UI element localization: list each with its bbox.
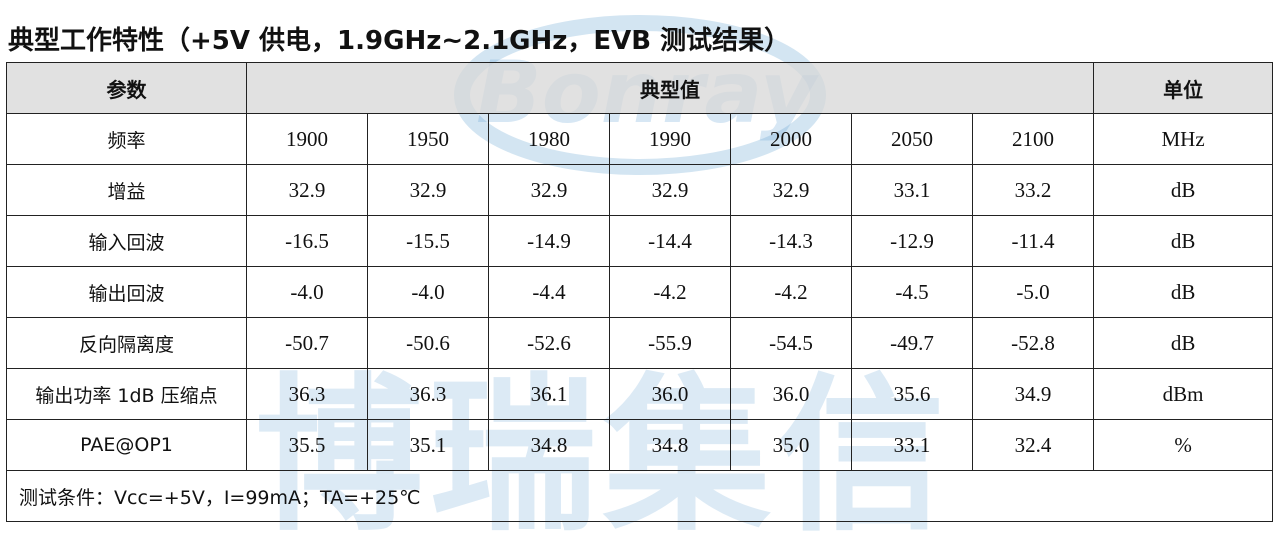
unit-cell: dBm [1093, 368, 1274, 420]
value-cell: -52.8 [971, 317, 1095, 369]
unit-cell: dB [1093, 266, 1274, 318]
value-cell: -55.9 [609, 317, 731, 369]
value-cell: -15.5 [367, 215, 489, 267]
value-cell: -11.4 [971, 215, 1095, 267]
value-cell: -14.3 [730, 215, 852, 267]
value-cell: 2100 [971, 113, 1095, 165]
unit-cell: dB [1093, 215, 1274, 267]
typical-characteristics-table: 参数 典型值 单位 频率 1900 1950 1980 1990 2000 2050 2100… [5, 62, 1274, 522]
table-row: 反向隔离度 -50.7 -50.6 -52.6 -55.9 -54.5 -49.7 -52.8… [6, 317, 1274, 369]
value-cell: -49.7 [851, 317, 973, 369]
value-cell: 32.9 [246, 164, 368, 216]
unit-cell: dB [1093, 164, 1274, 216]
value-cell: -4.0 [246, 266, 368, 318]
value-cell: -4.5 [851, 266, 973, 318]
value-cell: 34.8 [609, 419, 731, 471]
value-cell: 35.6 [851, 368, 973, 420]
value-cell: 36.3 [367, 368, 489, 420]
test-conditions-note: 测试条件：Vcc=+5V，I=99mA；TA=+25℃ [5, 470, 1274, 522]
value-cell: -16.5 [246, 215, 368, 267]
header-unit: 单位 [1093, 62, 1274, 114]
param-cell: 频率 [6, 113, 247, 165]
value-cell: -14.4 [609, 215, 731, 267]
param-cell: 增益 [6, 164, 247, 216]
page-title: 典型工作特性（+5V 供电，1.9GHz~2.1GHz，EVB 测试结果） [8, 26, 791, 56]
value-cell: 1980 [488, 113, 610, 165]
unit-cell: MHz [1093, 113, 1274, 165]
table-row: 输出功率 1dB 压缩点 36.3 36.3 36.1 36.0 36.0 35.6 34.9… [6, 368, 1274, 420]
value-cell: 33.1 [851, 419, 973, 471]
table-row: 输出回波 -4.0 -4.0 -4.4 -4.2 -4.2 -4.5 -5.0 dB [6, 266, 1274, 318]
table-row: PAE@OP1 35.5 35.1 34.8 34.8 35.0 33.1 32.4% [6, 419, 1274, 471]
value-cell: 36.3 [246, 368, 368, 420]
value-cell: -4.2 [609, 266, 731, 318]
value-cell: -5.0 [971, 266, 1095, 318]
value-cell: -4.2 [730, 266, 852, 318]
value-cell: -4.0 [367, 266, 489, 318]
table-row: 输入回波 -16.5 -15.5 -14.9 -14.4 -14.3 -12.9 -11.4 d… [6, 215, 1274, 267]
value-cell: 33.2 [971, 164, 1095, 216]
value-cell: 1990 [609, 113, 731, 165]
value-cell: 32.9 [609, 164, 731, 216]
header-param: 参数 [6, 62, 247, 114]
value-cell: 35.5 [246, 419, 368, 471]
value-cell: 1900 [246, 113, 368, 165]
value-cell: 35.1 [367, 419, 489, 471]
param-cell: 输出回波 [6, 266, 247, 318]
value-cell: -4.4 [488, 266, 610, 318]
param-cell: 输入回波 [6, 215, 247, 267]
value-cell: 36.0 [730, 368, 852, 420]
value-cell: -52.6 [488, 317, 610, 369]
value-cell: 32.9 [730, 164, 852, 216]
value-cell: 36.0 [609, 368, 731, 420]
header-typical: 典型值 [245, 62, 1095, 114]
value-cell: 32.9 [367, 164, 489, 216]
value-cell: 32.9 [488, 164, 610, 216]
param-cell: PAE@OP1 [6, 419, 247, 471]
param-cell: 输出功率 1dB 压缩点 [6, 368, 247, 420]
value-cell: -50.7 [246, 317, 368, 369]
value-cell: 2050 [851, 113, 973, 165]
table-row: 增益 32.9 32.9 32.9 32.9 32.9 33.1 33.2 dB [6, 164, 1274, 216]
value-cell: -14.9 [488, 215, 610, 267]
value-cell: 34.9 [971, 368, 1095, 420]
table-header-row: 参数 典型值 单位 [6, 62, 1274, 114]
test-conditions-row: 测试条件：Vcc=+5V，I=99mA；TA=+25℃ [5, 470, 1274, 522]
value-cell: -12.9 [851, 215, 973, 267]
table-body: 频率 1900 1950 1980 1990 2000 2050 2100 MHz 增益 32.9 3… [6, 113, 1274, 471]
value-cell: 35.0 [730, 419, 852, 471]
value-cell: 36.1 [488, 368, 610, 420]
param-cell: 反向隔离度 [6, 317, 247, 369]
value-cell: 33.1 [851, 164, 973, 216]
value-cell: -50.6 [367, 317, 489, 369]
value-cell: 34.8 [488, 419, 610, 471]
value-cell: -54.5 [730, 317, 852, 369]
value-cell: 2000 [730, 113, 852, 165]
table-row: 频率 1900 1950 1980 1990 2000 2050 2100 MHz [6, 113, 1274, 165]
unit-cell: % [1093, 419, 1274, 471]
value-cell: 32.4 [971, 419, 1095, 471]
value-cell: 1950 [367, 113, 489, 165]
unit-cell: dB [1093, 317, 1274, 369]
